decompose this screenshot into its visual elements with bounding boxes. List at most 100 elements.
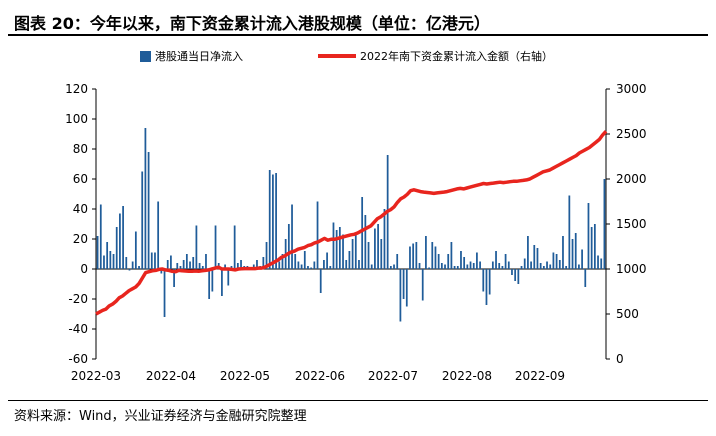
inflow-bar [389,266,392,269]
bars-group [96,128,606,322]
inflow-bar [256,260,258,269]
inflow-bar [479,261,481,269]
inflow-bar [568,195,571,269]
inflow-bar [590,227,593,269]
inflow-bar [514,269,517,281]
x-tick-label: 2022-08 [442,369,492,383]
inflow-bar [530,261,532,269]
inflow-bar [523,258,526,269]
inflow-bar [141,171,144,269]
inflow-bar [405,269,408,307]
right-tick-label: 500 [616,307,639,321]
inflow-bar [272,174,274,269]
inflow-bar [96,236,99,269]
inflow-bar [440,263,443,269]
inflow-bar [549,264,552,269]
legend-label-line: 2022年南下资金累计流入金额（右轴） [360,50,553,63]
inflow-bar [329,266,332,269]
inflow-bar [418,263,421,269]
inflow-bar [421,269,424,301]
x-tick-label: 2022-09 [515,369,565,383]
inflow-bar [507,261,510,269]
inflow-bar [552,252,555,269]
inflow-bar [450,242,453,269]
inflow-bar [517,269,520,284]
inflow-bar [472,263,475,269]
inflow-bar [221,269,223,296]
inflow-bar [176,263,179,269]
inflow-bar [268,170,271,269]
inflow-bar [170,255,172,269]
inflow-bar [313,261,316,269]
inflow-bar [157,201,160,269]
inflow-bar [195,225,198,269]
inflow-bar [150,252,153,269]
inflow-bar [555,254,558,269]
inflow-bar [99,204,102,269]
axes-group [95,89,607,359]
left-tick-label: 80 [73,142,88,156]
inflow-bar [466,264,469,269]
inflow-bar [399,269,402,322]
left-tick-label: -60 [68,352,88,366]
inflow-bar [367,242,370,269]
legend-line-swatch [318,54,356,58]
inflow-bar [211,269,214,292]
inflow-bar [511,269,513,275]
inflow-bar [265,242,268,269]
inflow-bar [303,251,306,269]
inflow-bar [546,261,548,269]
inflow-bar [103,255,105,269]
x-tick-label: 2022-04 [146,369,196,383]
inflow-bar [383,209,386,269]
inflow-bar [460,251,462,269]
inflow-bar [377,224,379,269]
inflow-bar [119,213,121,269]
inflow-bar [227,269,230,286]
inflow-bar [380,239,383,269]
ticks-group: 120 100 80 60 40 20 0 -20 -40 -60 3000 2500 2000 1500… [65,82,646,383]
inflow-bar [294,254,297,269]
inflow-bar [319,269,322,293]
inflow-bar [393,264,395,269]
inflow-bar [112,254,115,269]
inflow-bar [428,267,430,269]
inflow-bar [310,267,313,269]
inflow-bar [115,227,118,269]
footer-divider [8,400,708,401]
inflow-bar [558,260,561,269]
inflow-bar [230,266,233,269]
x-tick-label: 2022-06 [295,369,345,383]
chart-title: 图表 20：今年以来，南下资金累计流入港股规模（单位：亿港元） [14,14,490,33]
inflow-bar [495,251,497,269]
inflow-bar [565,266,568,269]
inflow-bar [431,242,434,269]
inflow-bar [485,269,488,305]
legend: 港股通当日净流入 2022年南下资金累计流入金额（右轴） [0,48,716,68]
inflow-bar [434,246,437,269]
inflow-bar [533,245,536,269]
inflow-bar [134,231,137,269]
inflow-bar [154,252,156,269]
inflow-bar [240,260,242,269]
inflow-bar [539,263,542,269]
left-tick-label: -40 [68,322,88,336]
inflow-bar [144,128,147,269]
inflow-bar [536,248,539,269]
inflow-bar [351,239,354,269]
inflow-bar [600,258,603,269]
inflow-bar [122,206,124,269]
left-tick-label: 0 [80,262,88,276]
inflow-bar [208,269,211,299]
inflow-bar [205,254,207,269]
x-tick-label: 2022-05 [220,369,270,383]
inflow-bar [469,261,472,269]
inflow-bar [189,261,191,269]
inflow-bar [316,201,319,269]
inflow-bar [185,254,188,269]
right-tick-label: 2000 [616,172,647,186]
x-tick-label: 2022-03 [71,369,121,383]
inflow-bar [348,251,351,269]
inflow-bar [291,204,293,269]
inflow-bar [307,266,309,269]
